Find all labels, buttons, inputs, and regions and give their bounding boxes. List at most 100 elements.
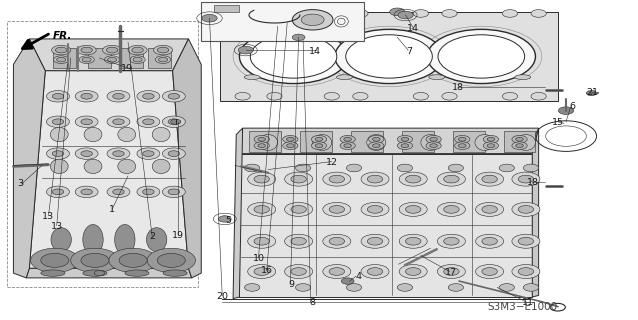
Ellipse shape [84,127,102,142]
Circle shape [154,45,173,55]
Circle shape [406,268,421,276]
Circle shape [113,151,124,156]
Circle shape [315,144,323,148]
Circle shape [401,137,409,141]
Text: FR.: FR. [53,31,72,41]
Circle shape [369,142,384,149]
Circle shape [47,186,70,197]
Circle shape [323,265,351,278]
Text: 19: 19 [172,231,184,240]
Circle shape [81,151,93,156]
Text: 14: 14 [407,24,419,33]
Circle shape [483,135,498,143]
Ellipse shape [51,228,71,252]
Circle shape [75,91,98,102]
Circle shape [285,234,313,248]
Circle shape [143,93,154,99]
Circle shape [483,142,498,149]
Circle shape [133,57,142,62]
Ellipse shape [421,134,440,150]
Circle shape [113,93,124,99]
Circle shape [518,268,533,276]
Circle shape [449,164,464,172]
Circle shape [346,35,433,78]
Text: 14: 14 [309,46,321,56]
Circle shape [346,284,362,291]
Circle shape [344,144,352,148]
Circle shape [168,93,179,99]
Circle shape [361,172,389,186]
Circle shape [248,234,276,248]
Bar [120,49,143,68]
Circle shape [41,253,69,268]
Circle shape [171,119,181,124]
Circle shape [369,135,384,143]
Circle shape [147,248,195,272]
Circle shape [283,135,298,143]
Circle shape [329,237,345,245]
Circle shape [143,151,154,156]
Text: 18: 18 [527,179,539,188]
Text: 8: 8 [309,298,316,307]
Circle shape [258,137,265,141]
Circle shape [438,35,524,78]
Circle shape [367,205,383,213]
Circle shape [427,29,535,84]
Ellipse shape [83,225,103,255]
Polygon shape [29,39,188,71]
Circle shape [119,253,147,268]
Circle shape [361,234,389,248]
Circle shape [399,172,427,186]
Text: 3: 3 [17,180,23,188]
Bar [300,131,332,152]
Polygon shape [239,154,532,297]
Circle shape [75,116,98,127]
Circle shape [128,45,147,55]
Circle shape [107,116,130,127]
Circle shape [81,253,109,268]
Circle shape [523,284,538,291]
Circle shape [353,10,368,17]
Text: 5: 5 [226,216,232,225]
Polygon shape [201,2,364,41]
Circle shape [518,237,533,245]
Circle shape [108,57,117,62]
Circle shape [443,175,459,183]
Text: 21: 21 [587,88,598,97]
Circle shape [397,284,413,291]
Bar [249,131,281,152]
Circle shape [523,164,538,172]
Circle shape [47,91,70,102]
Circle shape [285,202,313,216]
Polygon shape [13,39,45,278]
Circle shape [168,189,179,195]
Circle shape [267,10,282,17]
Text: 11: 11 [522,298,534,307]
Circle shape [487,144,494,148]
Circle shape [459,137,466,141]
Text: 17: 17 [445,268,457,277]
Circle shape [482,205,497,213]
Text: 9: 9 [288,280,294,289]
Polygon shape [173,39,201,278]
Circle shape [341,278,354,284]
Circle shape [267,92,282,100]
Circle shape [244,284,260,291]
Circle shape [329,205,345,213]
Circle shape [52,93,64,99]
Circle shape [512,135,527,143]
Circle shape [248,172,276,186]
Circle shape [373,137,380,141]
Circle shape [487,137,494,141]
Circle shape [329,268,345,276]
Circle shape [113,119,124,124]
Ellipse shape [118,127,136,142]
Circle shape [512,142,527,149]
Circle shape [47,116,70,127]
Circle shape [285,265,313,278]
Ellipse shape [152,127,170,142]
Circle shape [502,10,517,17]
Circle shape [442,92,457,100]
Circle shape [315,137,323,141]
Circle shape [254,237,269,245]
